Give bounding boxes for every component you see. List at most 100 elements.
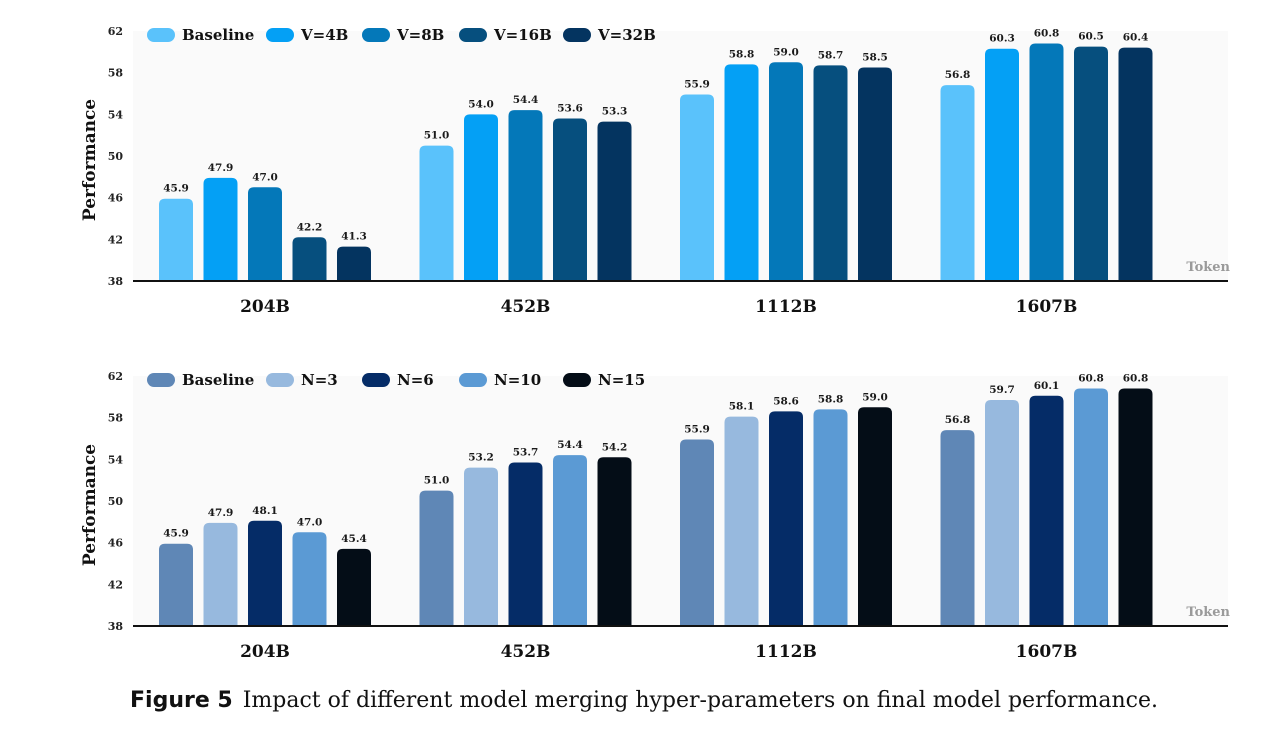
legend-label: V=16B xyxy=(493,26,552,44)
legend-label: N=10 xyxy=(494,371,541,389)
data-label: 41.3 xyxy=(341,231,367,243)
legend-swatch xyxy=(266,28,294,42)
x-tick-label: 1607B xyxy=(1016,642,1078,662)
x-tick-label: 452B xyxy=(501,297,551,317)
bar xyxy=(553,455,587,626)
y-tick-label: 62 xyxy=(108,25,123,38)
legend-label: N=3 xyxy=(301,371,338,389)
data-label: 59.0 xyxy=(773,46,799,58)
data-label: 60.8 xyxy=(1034,28,1060,40)
x-tick-label: 1112B xyxy=(755,297,817,317)
bar xyxy=(680,439,714,626)
bar xyxy=(337,246,371,281)
data-label: 51.0 xyxy=(424,475,450,487)
x-axis-name: Token xyxy=(1186,260,1230,275)
legend-label: Baseline xyxy=(182,371,254,389)
data-label: 54.0 xyxy=(468,98,494,110)
data-label: 53.6 xyxy=(557,103,583,115)
bar xyxy=(553,118,587,281)
data-label: 58.8 xyxy=(818,393,844,405)
legend-label: Baseline xyxy=(182,26,254,44)
bar xyxy=(985,399,1019,626)
data-label: 60.8 xyxy=(1123,373,1149,385)
y-tick-label: 54 xyxy=(108,453,124,466)
data-label: 45.9 xyxy=(163,183,189,195)
chart-vocab-size: 38 42 46 50 54 58 62 Performance Token 45.9 47.9 47… xyxy=(80,25,1231,317)
data-label: 47.0 xyxy=(297,516,323,528)
bar xyxy=(1029,43,1064,281)
data-label: 55.9 xyxy=(684,79,710,91)
data-label: 60.8 xyxy=(1078,373,1104,385)
legend-label: N=6 xyxy=(397,371,434,389)
caption-label: Figure 5 xyxy=(130,688,233,713)
y-tick-label: 50 xyxy=(108,495,124,508)
y-tick-label: 58 xyxy=(108,67,124,80)
bar xyxy=(680,94,714,282)
x-tick-label: 452B xyxy=(501,642,551,662)
bar xyxy=(508,462,543,626)
y-tick-label: 46 xyxy=(108,192,124,205)
data-label: 58.1 xyxy=(729,401,755,413)
data-label: 58.8 xyxy=(729,48,755,60)
bar xyxy=(419,145,454,281)
legend-swatch xyxy=(362,373,390,387)
bar xyxy=(1029,395,1064,626)
y-tick-label: 62 xyxy=(108,370,123,383)
data-label: 45.4 xyxy=(341,533,367,545)
bar xyxy=(203,522,238,626)
data-label: 47.9 xyxy=(208,162,234,174)
bar xyxy=(159,198,193,281)
y-tick-label: 42 xyxy=(108,233,123,246)
legend-label: V=32B xyxy=(597,26,656,44)
data-label: 45.9 xyxy=(163,528,189,540)
bar xyxy=(940,430,975,626)
data-label: 56.8 xyxy=(945,69,971,81)
bar xyxy=(769,62,803,281)
bar xyxy=(813,409,848,626)
bar xyxy=(597,457,632,626)
data-label: 53.2 xyxy=(468,452,494,464)
data-label: 55.9 xyxy=(684,424,710,436)
x-tick-label: 204B xyxy=(240,642,290,662)
bar xyxy=(985,48,1019,282)
bar xyxy=(159,543,193,626)
legend-label: V=4B xyxy=(300,26,348,44)
data-label: 59.7 xyxy=(989,384,1015,396)
bar xyxy=(1118,388,1153,626)
bar xyxy=(724,416,759,626)
bar xyxy=(292,532,327,626)
bar xyxy=(858,67,892,281)
bar xyxy=(464,114,498,281)
x-tick-label: 1607B xyxy=(1016,297,1078,317)
data-label: 58.5 xyxy=(862,51,888,63)
bar xyxy=(940,85,975,282)
bar xyxy=(1074,46,1108,281)
y-axis-label: Performance xyxy=(80,99,100,221)
bar xyxy=(464,467,498,626)
data-label: 53.7 xyxy=(513,446,539,458)
data-label: 58.6 xyxy=(773,395,799,407)
x-tick-label: 1112B xyxy=(755,642,817,662)
y-tick-label: 58 xyxy=(108,412,124,425)
data-label: 51.0 xyxy=(424,130,450,142)
legend-swatch xyxy=(147,373,175,387)
legend-swatch xyxy=(459,28,487,42)
y-tick-label: 46 xyxy=(108,537,124,550)
data-label: 60.5 xyxy=(1078,31,1104,43)
data-label: 60.4 xyxy=(1123,32,1149,44)
bar xyxy=(248,520,282,626)
bar xyxy=(724,64,759,281)
bar xyxy=(1074,388,1108,626)
bar xyxy=(248,187,282,281)
bar xyxy=(508,110,543,282)
legend-label: N=15 xyxy=(598,371,645,389)
legend-swatch xyxy=(563,28,591,42)
chart-merge-count: 38 42 46 50 54 58 62 Performance Token 45.9 47.9 48… xyxy=(80,370,1231,662)
legend-swatch xyxy=(459,373,487,387)
legend-swatch xyxy=(563,373,591,387)
bar xyxy=(597,121,632,281)
bar xyxy=(769,411,803,626)
legend-swatch xyxy=(362,28,390,42)
y-tick-label: 42 xyxy=(108,578,123,591)
data-label: 42.2 xyxy=(297,221,323,233)
